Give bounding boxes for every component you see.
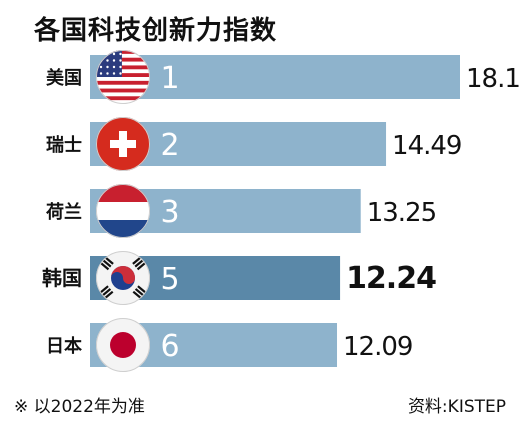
flag-stripe xyxy=(96,65,150,70)
flag-rim xyxy=(96,117,150,171)
flag-stripe xyxy=(96,69,150,74)
flag-stripe xyxy=(96,77,150,82)
flag-star xyxy=(112,65,116,69)
value-label: 18.11 xyxy=(466,64,520,94)
flag-rim xyxy=(96,184,150,238)
flag-star xyxy=(112,59,116,62)
flag-stripe xyxy=(96,50,150,55)
flag-cross xyxy=(110,140,136,148)
value-label: 12.09 xyxy=(343,332,412,362)
taeguk-red xyxy=(111,266,135,284)
flag-star xyxy=(99,65,103,69)
flag-stripe xyxy=(96,53,150,59)
flag-star xyxy=(119,59,122,62)
chart-title: 各国科技创新力指数 xyxy=(34,16,278,46)
rank-label: 3 xyxy=(160,195,179,230)
flag-star xyxy=(112,52,116,56)
flag-stripe xyxy=(96,92,150,97)
footnote: ※ 以2022年为准 xyxy=(14,397,145,417)
flag-sun xyxy=(110,332,136,358)
flag-star xyxy=(119,72,122,75)
flag-star xyxy=(99,52,103,56)
value-label: 12.24 xyxy=(346,261,436,296)
flag-stripe xyxy=(96,96,150,101)
flag-star xyxy=(112,72,116,75)
flag-star xyxy=(106,59,109,62)
value-label: 14.49 xyxy=(392,131,461,161)
flag-stripe xyxy=(96,80,150,86)
category-label: 日本 xyxy=(46,335,82,357)
rank-label: 6 xyxy=(160,329,179,364)
flag-stripe xyxy=(96,73,150,78)
category-label: 美国 xyxy=(46,67,82,89)
rank-label: 2 xyxy=(160,128,179,163)
bar-0 xyxy=(90,55,460,99)
flag-stripe xyxy=(96,84,150,90)
category-label: 韩国 xyxy=(42,266,82,290)
flag-rim xyxy=(96,251,150,305)
source-note: 资料:KISTEP xyxy=(407,397,506,417)
flag-stripe xyxy=(96,88,150,93)
japan-flag-icon xyxy=(96,318,150,372)
flag-stripe xyxy=(96,61,150,66)
flag-star xyxy=(106,65,109,69)
category-label: 荷兰 xyxy=(46,201,82,223)
flag-rim xyxy=(96,318,150,372)
bar-chart: 美国 1 18.11 瑞士 2 14.49 荷兰 3 13.25 韩国 5 12.24 日本 6 12.09 xyxy=(42,50,520,372)
flag-star xyxy=(119,52,122,56)
flag-stripe xyxy=(96,202,150,220)
category-label: 瑞士 xyxy=(46,135,82,156)
swiss-flag-icon xyxy=(96,117,150,171)
flag-stripe xyxy=(96,57,150,63)
flag-stripe xyxy=(96,100,150,104)
rank-label: 5 xyxy=(160,262,179,297)
flag-star xyxy=(106,72,109,75)
rank-label: 1 xyxy=(160,61,179,96)
flag-rim xyxy=(96,50,150,104)
flag-star xyxy=(119,65,122,69)
value-label: 13.25 xyxy=(367,198,436,228)
flag-star xyxy=(99,72,103,75)
